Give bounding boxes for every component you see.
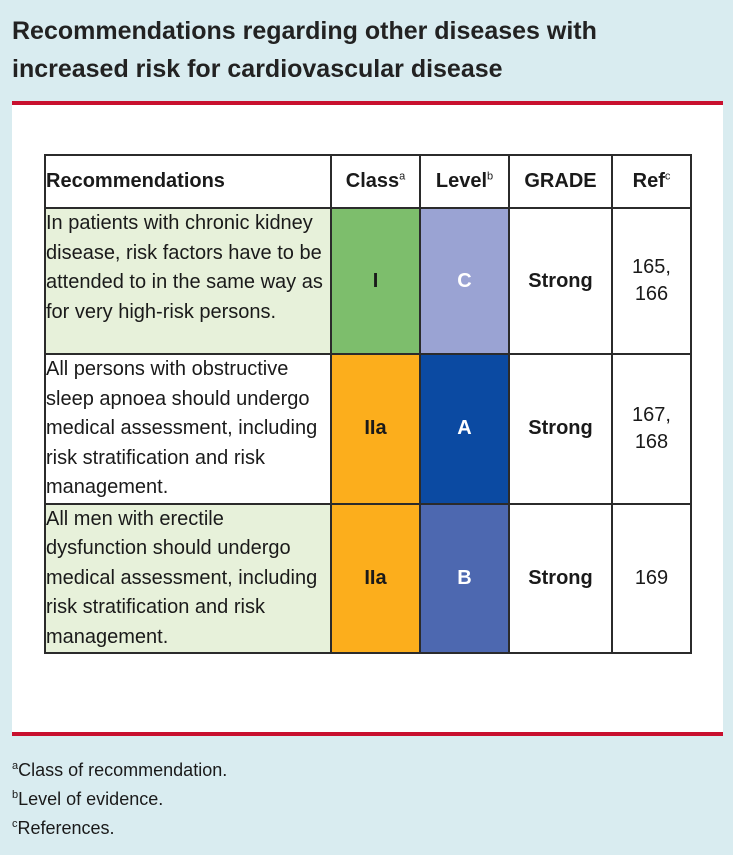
page-title: Recommendations regarding other diseases… — [12, 17, 597, 83]
header-grade: GRADE — [508, 154, 613, 209]
level-cell: B — [419, 502, 510, 654]
top-divider — [12, 101, 723, 105]
grade-cell: Strong — [508, 502, 613, 654]
title-area: Recommendations regarding other diseases… — [0, 0, 733, 103]
class-cell: IIa — [330, 502, 421, 654]
recommendation-text: All persons with obstructive sleep apnoe… — [44, 353, 332, 505]
table-row: In patients with chronic kidney disease,… — [44, 207, 692, 355]
class-cell: I — [330, 207, 421, 355]
level-cell: C — [419, 207, 510, 355]
class-cell: IIa — [330, 353, 421, 505]
ref-cell: 167, 168 — [611, 353, 692, 505]
footnote: cReferences. — [12, 818, 115, 838]
bottom-divider — [12, 732, 723, 736]
ref-cell: 169 — [611, 502, 692, 654]
table-header-row: Recommendations Classa Levelb GRADE Refc — [44, 154, 692, 209]
header-class: Classa — [330, 154, 421, 209]
recommendations-table: Recommendations Classa Levelb GRADE Refc… — [44, 154, 692, 654]
table-row: All men with erectile dysfunction should… — [44, 502, 692, 654]
recommendation-text: In patients with chronic kidney disease,… — [44, 207, 332, 355]
header-level: Levelb — [419, 154, 510, 209]
grade-cell: Strong — [508, 353, 613, 505]
recommendation-text: All men with erectile dysfunction should… — [44, 502, 332, 654]
header-ref: Refc — [611, 154, 692, 209]
ref-cell: 165, 166 — [611, 207, 692, 355]
header-recommendations: Recommendations — [44, 154, 332, 209]
footnotes: aClass of recommendation. bLevel of evid… — [12, 756, 712, 843]
footnote: bLevel of evidence. — [12, 789, 164, 809]
footnote: aClass of recommendation. — [12, 760, 228, 780]
level-cell: A — [419, 353, 510, 505]
grade-cell: Strong — [508, 207, 613, 355]
table-row: All persons with obstructive sleep apnoe… — [44, 353, 692, 505]
